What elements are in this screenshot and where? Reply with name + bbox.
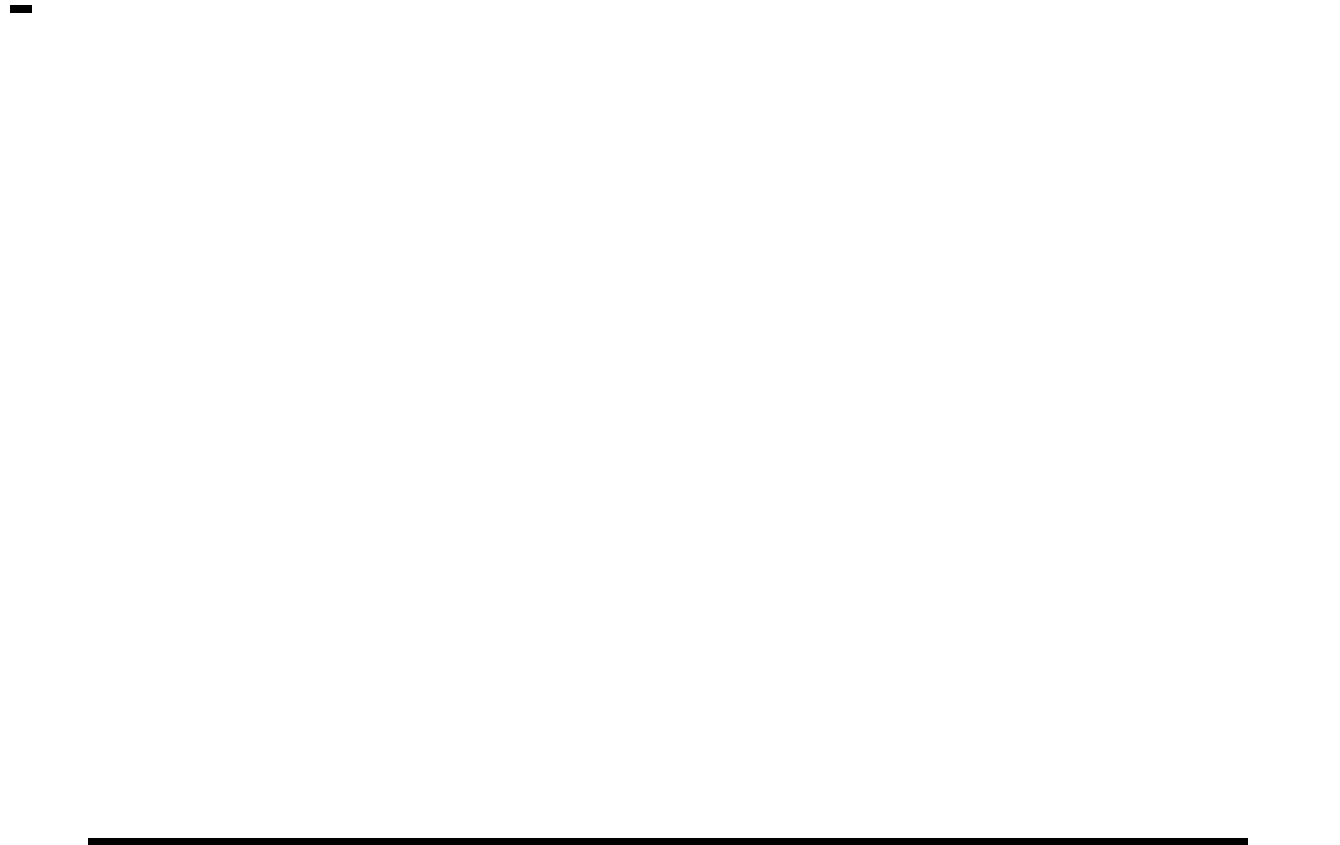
bottom-rule xyxy=(88,838,1248,845)
callout-lh-surge-interval xyxy=(394,306,542,368)
figure-header xyxy=(10,5,44,13)
callout-no-external-signs xyxy=(998,591,1324,655)
callout-ovarian-cycle xyxy=(681,361,837,452)
callout-pregnancy xyxy=(1040,357,1254,448)
figure-tag xyxy=(10,5,32,13)
